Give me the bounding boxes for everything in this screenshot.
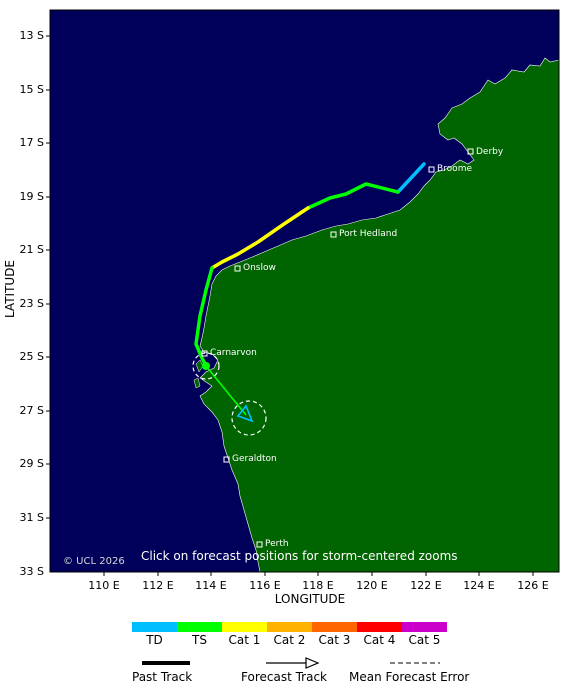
lon-tick: 124 E [463, 579, 495, 592]
forecast-arrowhead[interactable] [236, 404, 254, 423]
legend-color-cat4 [357, 622, 402, 632]
copyright-notice: © UCL 2026 [63, 556, 125, 567]
forecast-track-symbol [266, 657, 320, 669]
legend-label-td: TD [146, 633, 163, 647]
lat-tick: 29 S [19, 457, 44, 470]
legend-label-cat2: Cat 2 [273, 633, 306, 647]
lon-tick: 110 E [88, 579, 120, 592]
track-ts-segment [306, 182, 400, 210]
legend-color-cat5 [402, 622, 447, 632]
lon-tick: 116 E [249, 579, 281, 592]
forecast-track[interactable] [192, 352, 267, 436]
legend-label-ts: TS [192, 633, 207, 647]
lat-tick: 21 S [19, 243, 44, 256]
town-label-broome: Broome [437, 164, 472, 174]
town-label-carnarvon: Carnarvon [210, 348, 257, 358]
town-label-port-hedland: Port Hedland [339, 229, 398, 239]
lat-tick: 23 S [19, 297, 44, 310]
latitude-axis-label: LATITUDE [3, 259, 17, 319]
lat-tick: 15 S [19, 83, 44, 96]
lon-tick: 126 E [517, 579, 549, 592]
lat-tick: 31 S [19, 511, 44, 524]
axis-ticks [46, 35, 534, 576]
lat-tick: 25 S [19, 350, 44, 363]
longitude-axis-label: LONGITUDE [274, 592, 346, 606]
town-label-geraldton: Geraldton [232, 454, 277, 464]
current-position-marker[interactable] [202, 362, 210, 370]
lat-tick: 13 S [19, 29, 44, 42]
legend-label-cat1: Cat 1 [228, 633, 261, 647]
legend-label-cat3: Cat 3 [318, 633, 351, 647]
legend-color-cat3 [312, 622, 357, 632]
past-track [194, 162, 426, 368]
legend-color-td [132, 622, 177, 632]
lat-tick: 17 S [19, 136, 44, 149]
mean-error-circle-forecast [231, 400, 267, 436]
town-label-perth: Perth [265, 539, 289, 549]
forecast-track-label: Forecast Track [241, 670, 327, 684]
lon-tick: 114 E [195, 579, 227, 592]
land-australia [199, 57, 560, 573]
town-label-derby: Derby [476, 147, 504, 157]
map-frame [49, 9, 560, 573]
lon-tick: 122 E [410, 579, 442, 592]
lon-tick: 120 E [356, 579, 388, 592]
town-markers [201, 148, 474, 548]
lat-tick: 33 S [19, 565, 44, 578]
legend-color-cat1 [222, 622, 267, 632]
lat-tick: 27 S [19, 404, 44, 417]
legend-color-cat2 [267, 622, 312, 632]
town-label-onslow: Onslow [243, 263, 276, 273]
track-td-segment [396, 162, 426, 194]
past-track-label: Past Track [132, 670, 193, 684]
lat-tick: 19 S [19, 190, 44, 203]
island [193, 377, 201, 389]
lon-tick: 112 E [142, 579, 174, 592]
lon-tick: 118 E [302, 579, 334, 592]
track-cat1-segment [210, 206, 310, 270]
mean-error-label: Mean Forecast Error [349, 670, 470, 684]
legend-label-cat5: Cat 5 [408, 633, 441, 647]
mean-error-circle-current [192, 352, 220, 380]
storm-zoom-hint: Click on forecast positions for storm-ce… [141, 549, 458, 563]
track-ts-segment-south [194, 266, 214, 368]
legend-color-ts [177, 622, 222, 632]
legend-label-cat4: Cat 4 [363, 633, 396, 647]
